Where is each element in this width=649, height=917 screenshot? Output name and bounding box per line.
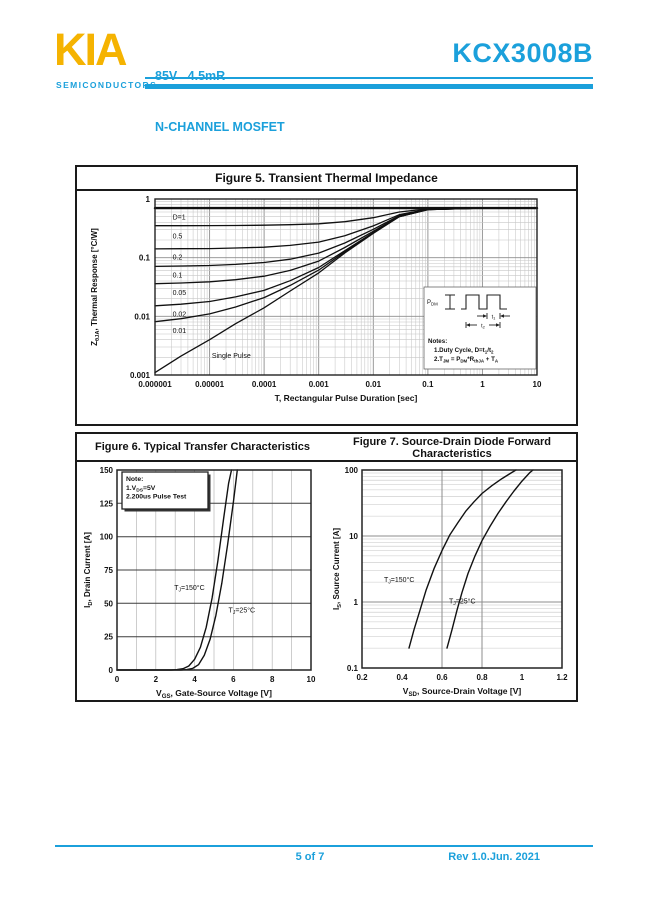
- svg-text:0.8: 0.8: [476, 673, 488, 682]
- part-summary: 85V 4.5mR N-CHANNEL MOSFET: [155, 34, 285, 170]
- svg-text:ID, Drain Current [A]: ID, Drain Current [A]: [83, 532, 94, 608]
- svg-text:0.1: 0.1: [422, 380, 434, 389]
- svg-text:VSD, Source-Drain Voltage [V]: VSD, Source-Drain Voltage [V]: [403, 686, 522, 698]
- svg-text:100: 100: [345, 466, 359, 475]
- svg-text:1: 1: [520, 673, 525, 682]
- figure7-half: Figure 7. Source-Drain Diode Forward Cha…: [328, 434, 576, 700]
- figure6-title: Figure 6. Typical Transfer Characteristi…: [95, 441, 310, 453]
- svg-text:TJ=25°C: TJ=25°C: [229, 607, 256, 617]
- fig7-series: TJ=150°C TJ=25°C: [384, 469, 534, 649]
- figure5-chart: D=1 0.5 0.2 0.1 0.05 0.02 0.01 Single Pulse 1 0.1…: [90, 195, 542, 403]
- svg-text:0.1: 0.1: [347, 664, 359, 673]
- page-indicator: 5 of 7: [295, 851, 325, 863]
- svg-text:50: 50: [104, 599, 113, 608]
- svg-text:75: 75: [104, 566, 113, 575]
- svg-text:ZθJA, Thermal Response [°C/W]: ZθJA, Thermal Response [°C/W]: [90, 228, 101, 346]
- kia-logo: KIA: [54, 24, 127, 75]
- svg-text:PDM: PDM: [427, 300, 438, 306]
- figure7-title-rule: [328, 460, 576, 462]
- figure7-title-line2: Characteristics: [412, 448, 492, 460]
- svg-text:0.001: 0.001: [309, 380, 330, 389]
- header-rule-thin: [145, 77, 593, 79]
- svg-text:6: 6: [231, 675, 236, 684]
- svg-text:10: 10: [307, 675, 316, 684]
- figure7-title: Figure 7. Source-Drain Diode Forward Cha…: [328, 434, 576, 460]
- svg-text:8: 8: [270, 675, 275, 684]
- svg-text:0: 0: [115, 675, 120, 684]
- svg-text:2.TJM = PDM*RthJA + TA: 2.TJM = PDM*RthJA + TA: [434, 356, 499, 363]
- svg-text:VGS, Gate-Source Voltage [V]: VGS, Gate-Source Voltage [V]: [156, 688, 272, 700]
- svg-text:IS, Source Current [A]: IS, Source Current [A]: [332, 528, 343, 610]
- svg-text:1.VDS=5V: 1.VDS=5V: [126, 485, 156, 494]
- svg-text:0.2: 0.2: [356, 673, 368, 682]
- figure5-title-rule: [77, 189, 576, 191]
- part-number: KCX3008B: [452, 38, 593, 68]
- svg-text:0.01: 0.01: [134, 312, 150, 321]
- fig7-grid: [362, 470, 562, 668]
- figure6-title-rule: [77, 460, 328, 462]
- svg-text:TJ=150°C: TJ=150°C: [384, 576, 414, 586]
- figure7-title-line1: Figure 7. Source-Drain Diode Forward: [352, 436, 552, 448]
- svg-text:0.05: 0.05: [173, 290, 187, 297]
- svg-text:10: 10: [533, 380, 542, 389]
- svg-text:1.Duty Cycle, D=t1/t2: 1.Duty Cycle, D=t1/t2: [434, 347, 494, 354]
- svg-text:t1: t1: [492, 315, 496, 321]
- svg-text:2: 2: [154, 675, 159, 684]
- svg-text:0.000001: 0.000001: [138, 380, 172, 389]
- figure6-half: Figure 6. Typical Transfer Characteristi…: [77, 434, 328, 700]
- figure7-chart: TJ=150°C TJ=25°C 100 10 1 0.10.2 0.4 0.6 0.8 1 1.2…: [332, 466, 568, 698]
- svg-text:0.02: 0.02: [173, 311, 187, 318]
- fig5-inset: PDM t1 t2 Notes: 1.Duty Cycle, D=t1/t2 2.TJM …: [423, 286, 537, 370]
- figure5-panel: Figure 5. Transient Thermal Impedance D=…: [75, 165, 578, 426]
- svg-text:0.2: 0.2: [173, 254, 183, 261]
- svg-text:4: 4: [192, 675, 197, 684]
- svg-text:0.1: 0.1: [139, 254, 151, 263]
- svg-text:25: 25: [104, 633, 113, 642]
- svg-text:T, Rectangular Pulse Duration: T, Rectangular Pulse Duration [sec]: [275, 393, 418, 403]
- fig6-note-box: Note: 1.VDS=5V2.200us Pulse Test: [121, 471, 211, 512]
- fig5-series: D=1 0.5 0.2 0.1 0.05 0.02 0.01 Single Pulse: [153, 206, 539, 374]
- svg-text:150: 150: [100, 466, 114, 475]
- figure6-7-panel: Figure 6. Typical Transfer Characteristi…: [75, 432, 578, 702]
- svg-text:100: 100: [100, 533, 114, 542]
- svg-text:125: 125: [100, 499, 114, 508]
- svg-text:1: 1: [354, 598, 359, 607]
- svg-text:TJ=25°C: TJ=25°C: [449, 597, 476, 607]
- svg-text:2.200us Pulse Test: 2.200us Pulse Test: [126, 494, 187, 501]
- svg-text:D=1: D=1: [173, 215, 186, 222]
- svg-text:0: 0: [109, 666, 114, 675]
- svg-text:1.2: 1.2: [556, 673, 568, 682]
- svg-text:0.5: 0.5: [173, 233, 183, 240]
- footer-rule: [55, 845, 593, 847]
- svg-text:0.00001: 0.00001: [195, 380, 224, 389]
- svg-text:Single Pulse: Single Pulse: [212, 353, 251, 360]
- svg-text:0.0001: 0.0001: [252, 380, 277, 389]
- figure5-title: Figure 5. Transient Thermal Impedance: [215, 171, 438, 185]
- svg-text:0.1: 0.1: [173, 272, 183, 279]
- svg-text:Note:: Note:: [126, 476, 143, 483]
- svg-text:0.01: 0.01: [365, 380, 381, 389]
- header-rule-thick: [145, 84, 593, 89]
- part-ratings: 85V 4.5mR: [155, 69, 226, 83]
- svg-text:1: 1: [480, 380, 485, 389]
- svg-text:0.001: 0.001: [130, 371, 151, 380]
- part-type: N-CHANNEL MOSFET: [155, 120, 285, 134]
- svg-text:TJ=150°C: TJ=150°C: [174, 584, 204, 594]
- svg-text:0.6: 0.6: [436, 673, 448, 682]
- figure6-chart: TJ=150°C TJ=25°C 0 25 50 75 100 125 150 0 2 4 6 8 10 VG…: [83, 466, 316, 700]
- svg-text:t2: t2: [481, 324, 485, 330]
- svg-text:10: 10: [349, 532, 358, 541]
- revision-label: Rev 1.0.Jun. 2021: [448, 851, 540, 863]
- svg-text:0.4: 0.4: [396, 673, 408, 682]
- svg-text:Notes:: Notes:: [428, 338, 447, 345]
- svg-text:0.01: 0.01: [173, 328, 187, 335]
- svg-text:1: 1: [146, 195, 151, 204]
- kia-logo-subtext: SEMICONDUCTORS: [56, 80, 158, 90]
